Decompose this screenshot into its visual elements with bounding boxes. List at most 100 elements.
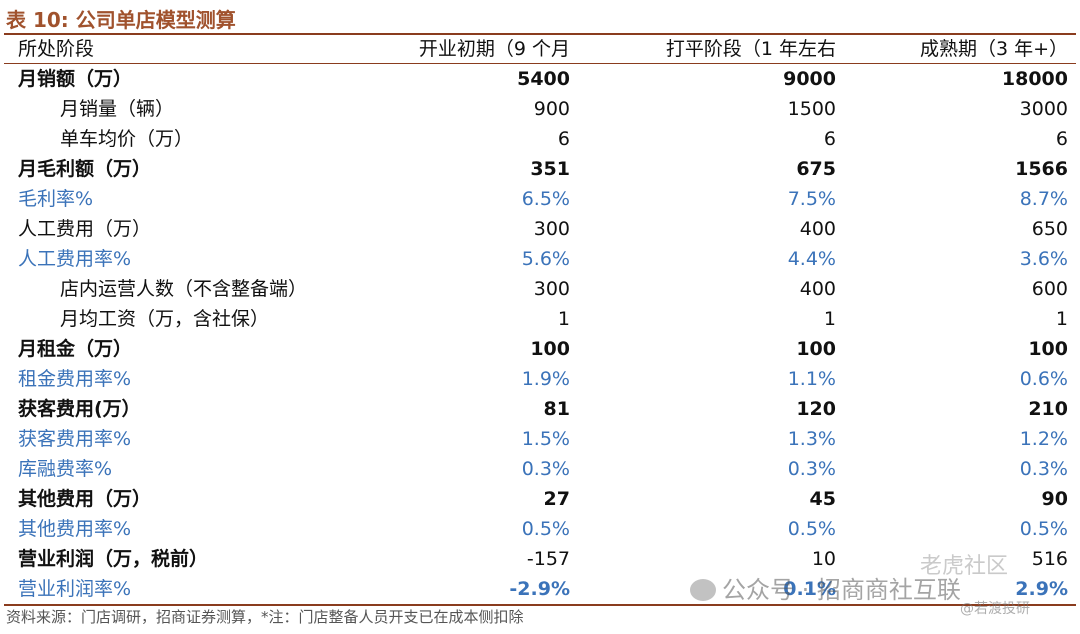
cell-opening: 27 xyxy=(543,488,570,510)
cell-mature: 210 xyxy=(1028,398,1068,420)
cell-breakeven: 400 xyxy=(799,218,836,240)
watermark-main: 公众号 · 招商商社互联 xyxy=(722,576,961,604)
table-row: 单车均价（万） 6 6 6 xyxy=(0,124,1080,154)
table-row: 月销额（万） 5400 9000 18000 xyxy=(0,64,1080,94)
table-row: 月均工资（万，含社保） 1 1 1 xyxy=(0,304,1080,334)
cell-mature: 1.2% xyxy=(1019,428,1068,450)
cell-mature: 2.9% xyxy=(1015,578,1068,600)
bottom-rule xyxy=(4,604,1076,606)
cell-breakeven: 7.5% xyxy=(787,188,836,210)
cell-mature: 3000 xyxy=(1019,98,1068,120)
cell-opening: 0.5% xyxy=(521,518,570,540)
row-label: 人工费用（万） xyxy=(18,218,152,240)
cell-breakeven: 4.4% xyxy=(787,248,836,270)
cell-mature: 100 xyxy=(1028,338,1068,360)
row-label: 营业利润率% xyxy=(18,578,132,600)
cell-opening: 100 xyxy=(530,338,570,360)
table-title: 表 10: 公司单店模型测算 xyxy=(6,8,236,32)
header-opening: 开业初期（9 个月 xyxy=(418,38,570,60)
cell-opening: 0.3% xyxy=(521,458,570,480)
source-note: 资料来源：门店调研，招商证券测算，*注：门店整备人员开支已在成本侧扣除 xyxy=(6,608,524,626)
cell-mature: 516 xyxy=(1031,548,1068,570)
row-label: 人工费用率% xyxy=(18,248,132,270)
cell-opening: 6 xyxy=(557,128,570,150)
table-row: 店内运营人数（不含整备端） 300 400 600 xyxy=(0,274,1080,304)
cell-opening: 6.5% xyxy=(521,188,570,210)
watermark-tertiary: @若渡投研 xyxy=(960,601,1030,617)
row-label: 库融费率% xyxy=(18,458,113,480)
cell-opening: 5.6% xyxy=(521,248,570,270)
cell-breakeven: 0.3% xyxy=(787,458,836,480)
cell-opening: 5400 xyxy=(517,68,570,90)
cell-breakeven: 120 xyxy=(796,398,836,420)
cell-opening: 300 xyxy=(533,278,570,300)
cell-opening: 1 xyxy=(557,308,570,330)
row-label: 月毛利额（万） xyxy=(18,158,152,180)
table-body: 月销额（万） 5400 9000 18000 月销量（辆） 900 1500 3… xyxy=(0,64,1080,604)
cell-mature: 1566 xyxy=(1015,158,1068,180)
row-label: 获客费用(万） xyxy=(18,398,141,420)
cell-mature: 1 xyxy=(1055,308,1068,330)
header-mature: 成熟期（3 年+） xyxy=(919,38,1068,60)
cell-mature: 18000 xyxy=(1001,68,1068,90)
cell-mature: 0.6% xyxy=(1019,368,1068,390)
table-row: 获客费用(万） 81 120 210 xyxy=(0,394,1080,424)
table-row: 人工费用率% 5.6% 4.4% 3.6% xyxy=(0,244,1080,274)
row-label: 店内运营人数（不含整备端） xyxy=(60,278,308,300)
header-breakeven: 打平阶段（1 年左右 xyxy=(665,38,836,60)
table-row: 营业利润率% -2.9% 0.1% 2.9% xyxy=(0,574,1080,604)
cell-mature: 3.6% xyxy=(1019,248,1068,270)
top-rule xyxy=(4,33,1076,35)
row-label: 月销量（辆） xyxy=(60,98,175,120)
cell-breakeven: 1.3% xyxy=(787,428,836,450)
row-label: 获客费用率% xyxy=(18,428,132,450)
wechat-icon xyxy=(690,579,716,601)
cell-mature: 600 xyxy=(1031,278,1068,300)
row-label: 月销额（万） xyxy=(18,68,133,90)
cell-opening: 300 xyxy=(533,218,570,240)
table-row: 获客费用率% 1.5% 1.3% 1.2% xyxy=(0,424,1080,454)
cell-breakeven: 1500 xyxy=(787,98,836,120)
row-label: 单车均价（万） xyxy=(60,128,194,150)
cell-breakeven: 675 xyxy=(796,158,836,180)
cell-opening: -157 xyxy=(526,548,570,570)
cell-breakeven: 1.1% xyxy=(787,368,836,390)
table-row: 其他费用（万） 27 45 90 xyxy=(0,484,1080,514)
watermark-secondary: 老虎社区 xyxy=(920,554,1009,579)
row-label: 月均工资（万，含社保） xyxy=(60,308,270,330)
header-stage: 所处阶段 xyxy=(18,38,95,60)
cell-breakeven: 10 xyxy=(811,548,836,570)
row-label: 租金费用率% xyxy=(18,368,132,390)
cell-breakeven: 9000 xyxy=(783,68,836,90)
cell-breakeven: 0.1% xyxy=(783,578,836,600)
watermark: 公众号 · 招商商社互联 xyxy=(690,570,961,605)
row-label: 营业利润（万，税前） xyxy=(18,548,209,570)
row-label: 月租金（万） xyxy=(18,338,133,360)
cell-opening: 81 xyxy=(543,398,570,420)
cell-mature: 8.7% xyxy=(1019,188,1068,210)
cell-breakeven: 45 xyxy=(809,488,836,510)
cell-breakeven: 0.5% xyxy=(787,518,836,540)
cell-mature: 6 xyxy=(1055,128,1068,150)
row-label: 其他费用率% xyxy=(18,518,132,540)
cell-mature: 650 xyxy=(1031,218,1068,240)
cell-breakeven: 6 xyxy=(823,128,836,150)
table-row: 月销量（辆） 900 1500 3000 xyxy=(0,94,1080,124)
row-label: 其他费用（万） xyxy=(18,488,152,510)
cell-breakeven: 1 xyxy=(823,308,836,330)
row-label: 毛利率% xyxy=(18,188,94,210)
cell-breakeven: 100 xyxy=(796,338,836,360)
table-row: 其他费用率% 0.5% 0.5% 0.5% xyxy=(0,514,1080,544)
table-row: 月租金（万） 100 100 100 xyxy=(0,334,1080,364)
table-row: 营业利润（万，税前） -157 10 516 xyxy=(0,544,1080,574)
cell-opening: 1.5% xyxy=(521,428,570,450)
table-header: 所处阶段 开业初期（9 个月 打平阶段（1 年左右 成熟期（3 年+） xyxy=(0,34,1080,64)
cell-opening: -2.9% xyxy=(509,578,570,600)
cell-mature: 0.5% xyxy=(1019,518,1068,540)
cell-breakeven: 400 xyxy=(799,278,836,300)
cell-opening: 351 xyxy=(530,158,570,180)
cell-mature: 0.3% xyxy=(1019,458,1068,480)
table-row: 月毛利额（万） 351 675 1566 xyxy=(0,154,1080,184)
header-rule xyxy=(4,63,1076,64)
cell-opening: 1.9% xyxy=(521,368,570,390)
